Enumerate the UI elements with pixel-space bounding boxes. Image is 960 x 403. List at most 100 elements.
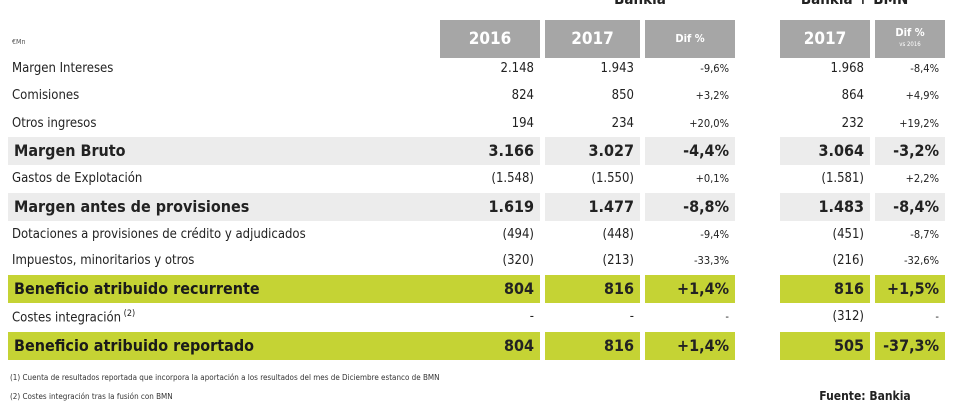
row-label: Margen antes de provisiones <box>14 196 250 216</box>
cell: (312) <box>832 308 864 324</box>
row-label: Otros ingresos <box>12 115 97 131</box>
cell: (213) <box>602 252 634 268</box>
row-label: Margen Intereses <box>12 60 114 76</box>
row-background <box>440 275 540 303</box>
cell: 1.483 <box>818 196 864 216</box>
cell: 234 <box>611 115 634 131</box>
cell: +1,4% <box>677 335 729 355</box>
row-background <box>780 137 870 165</box>
source: Fuente: Bankia <box>819 389 911 403</box>
cell: +19,2% <box>899 116 939 130</box>
cell: 850 <box>611 87 634 103</box>
footnote: (1) Cuenta de resultados reportada que i… <box>10 373 440 382</box>
column-header: 2016 <box>440 20 540 58</box>
cell: +20,0% <box>689 116 729 130</box>
unit: €Mn <box>12 38 26 46</box>
column-header: 2017 <box>780 20 870 58</box>
cell: 1.943 <box>600 60 634 76</box>
row-label: Dotaciones a provisiones de crédito y ad… <box>12 226 306 242</box>
row-label: Impuestos, minoritarios y otros <box>12 252 195 268</box>
cell: 816 <box>603 278 634 298</box>
cell: 3.064 <box>818 140 864 160</box>
row-background <box>440 137 540 165</box>
row-background <box>440 332 540 360</box>
note: (2) <box>121 308 136 319</box>
cell: 804 <box>503 335 534 355</box>
row-background <box>645 332 735 360</box>
row-label: Beneficio atribuido reportado <box>14 335 255 355</box>
cell: (216) <box>832 252 864 268</box>
cell: 505 <box>833 335 864 355</box>
cell: -4,4% <box>683 140 729 160</box>
cell: +2,2% <box>905 171 939 185</box>
cell: 1.477 <box>588 196 634 216</box>
cell: (320) <box>502 252 534 268</box>
row-label: Comisiones <box>12 87 80 103</box>
row-background <box>8 275 440 303</box>
cell: 1.619 <box>488 196 534 216</box>
row-background <box>645 137 735 165</box>
row-background <box>545 137 640 165</box>
cell: (448) <box>602 226 634 242</box>
cell: - <box>629 308 634 324</box>
group-title: Bankia <box>545 0 735 8</box>
cell: -9,6% <box>700 61 729 75</box>
cell: (1.550) <box>591 170 634 186</box>
row-label: Costes integración (2) <box>12 308 136 325</box>
cell: -3,2% <box>893 140 939 160</box>
row-background <box>440 193 540 221</box>
cell: 824 <box>511 87 534 103</box>
cell: -9,4% <box>700 227 729 241</box>
column-header: Dif % <box>645 20 735 58</box>
row-label: Margen Bruto <box>14 140 126 160</box>
cell: -32,6% <box>903 253 939 267</box>
row-background <box>780 332 870 360</box>
cell: +1,4% <box>677 278 729 298</box>
column-header: 2017 <box>545 20 640 58</box>
footnote: (2) Costes integración tras la fusión co… <box>10 392 173 401</box>
row-label: Beneficio atribuido recurrente <box>14 278 260 298</box>
row-background <box>875 332 945 360</box>
row-background <box>645 193 735 221</box>
cell: - <box>935 309 939 323</box>
cell: +1,5% <box>887 278 939 298</box>
cell: +3,2% <box>695 88 729 102</box>
row-background <box>645 275 735 303</box>
cell: +4,9% <box>905 88 939 102</box>
row-background <box>545 275 640 303</box>
cell: -8,4% <box>910 61 939 75</box>
cell: -8,4% <box>893 196 939 216</box>
row-background <box>780 193 870 221</box>
cell: - <box>725 309 729 323</box>
row-background <box>545 193 640 221</box>
cell: (451) <box>832 226 864 242</box>
cell: 816 <box>603 335 634 355</box>
cell: -8,8% <box>683 196 729 216</box>
cell: 1.968 <box>830 60 864 76</box>
column-header: Dif % <box>875 20 945 58</box>
row-background <box>8 193 440 221</box>
group-title: Bankia + BMN (1) <box>780 0 945 8</box>
cell: (494) <box>502 226 534 242</box>
column-note: vs 2016 <box>899 41 921 48</box>
cell: 194 <box>511 115 534 131</box>
cell: - <box>529 308 534 324</box>
row-background <box>545 332 640 360</box>
row-background <box>8 332 440 360</box>
cell: 864 <box>841 87 864 103</box>
cell: 816 <box>833 278 864 298</box>
cell: 3.027 <box>588 140 634 160</box>
row-label: Gastos de Explotación <box>12 170 143 186</box>
cell: 232 <box>841 115 864 131</box>
cell: -33,3% <box>693 253 729 267</box>
note: (1) <box>908 0 924 1</box>
cell: 2.148 <box>500 60 534 76</box>
row-background <box>875 193 945 221</box>
row-background <box>875 137 945 165</box>
cell: 3.166 <box>488 140 534 160</box>
row-background <box>780 275 870 303</box>
cell: (1.581) <box>821 170 864 186</box>
row-background <box>875 275 945 303</box>
cell: (1.548) <box>491 170 534 186</box>
